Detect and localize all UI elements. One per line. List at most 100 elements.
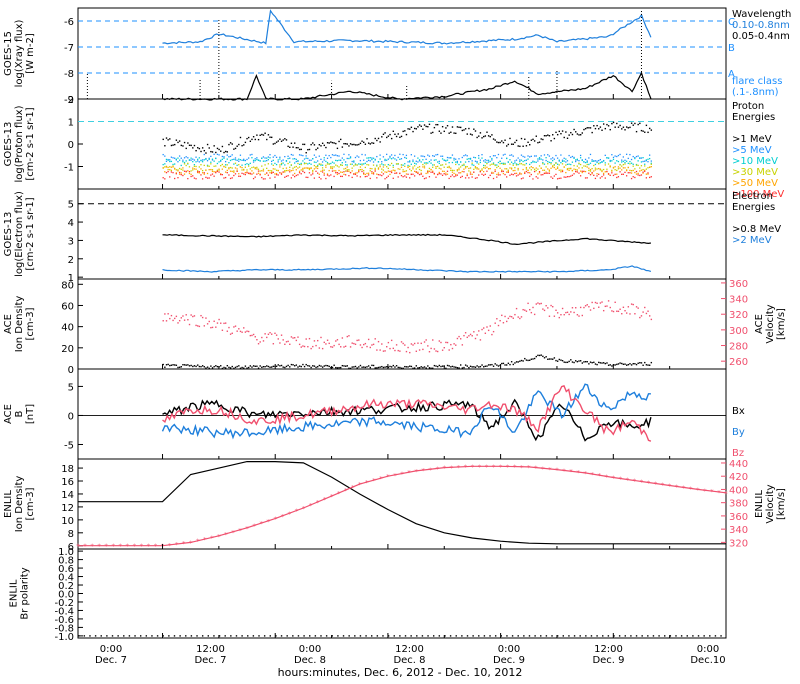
scatter-point [333,142,335,144]
scatter-point [543,357,546,359]
scatter-point [230,635,232,637]
scatter-point [323,174,325,176]
scatter-point [374,167,376,170]
scatter-point [320,164,322,166]
scatter-point [413,155,416,157]
scatter-point [344,164,347,166]
scatter-point [374,170,376,172]
scatter-point [213,175,215,177]
scatter-point [639,174,641,177]
scatter-point [389,164,391,166]
scatter-point [522,164,524,166]
scatter-point [182,174,184,177]
scatter-point [165,160,168,162]
scatter-point [404,156,406,159]
scatter-point [599,168,601,170]
scatter-point [579,306,582,309]
scatter-point [365,635,367,637]
scatter-point [502,322,505,324]
scatter-point [438,162,440,165]
y-axis-label: ACEIon Density[cm-3] [3,296,36,353]
scatter-point [527,171,529,174]
scatter-point [593,125,595,127]
scatter-point [404,635,407,637]
scatter-point [611,310,613,312]
scatter-point [188,365,191,367]
scatter-point [642,160,644,163]
y-label-line: [W m-2] [25,33,36,74]
scatter-point [642,172,644,174]
scatter-point [289,146,291,149]
scatter-point [476,162,478,164]
scatter-point [274,176,276,178]
scatter-point [243,367,245,369]
scatter-point [540,302,542,305]
scatter-point [461,129,464,132]
marker-star: * [724,490,728,498]
scatter-point [555,154,557,157]
scatter-point [481,157,483,159]
scatter-point [487,168,490,170]
scatter-point [421,635,424,637]
scatter-point [630,303,633,305]
scatter-point [305,162,307,165]
scatter-point [364,175,366,178]
scatter-point [392,169,394,171]
scatter-point [535,355,537,358]
scatter-point [272,164,274,166]
scatter-point [624,167,626,169]
y-label-line: log(Proton flux) [14,105,25,182]
scatter-point [187,170,189,172]
scatter-point [187,177,189,180]
scatter-point [210,365,212,367]
scatter-point [249,173,251,175]
scatter-point [162,177,164,179]
scatter-point [259,134,261,137]
scatter-point [552,305,554,308]
scatter-point [563,160,565,162]
scatter-point [238,143,240,146]
scatter-point [565,311,567,314]
scatter-point [634,157,636,159]
scatter-point [550,161,552,164]
scatter-point [310,163,312,165]
scatter-point [435,350,437,352]
scatter-point [236,330,238,332]
scatter-point [233,326,235,328]
scatter-point [537,177,539,179]
scatter-point [458,126,460,128]
scatter-point [491,157,493,160]
scatter-point [294,166,296,168]
scatter-point [358,156,360,158]
scatter-point [302,363,304,366]
panel-4: 806040200360340320300280260ACEVelocity[k… [3,278,787,376]
scatter-point [543,154,546,156]
scatter-point [180,168,182,170]
scatter-point [290,363,293,366]
scatter-point [300,365,302,368]
scatter-point [361,140,363,142]
scatter-point [530,169,532,171]
y-tick-label: 20 [61,344,74,355]
scatter-point [216,365,219,368]
scatter-point [510,361,513,363]
scatter-point [369,160,371,162]
scatter-point [211,169,214,171]
scatter-point [210,168,212,171]
marker-star: * [168,542,172,550]
scatter-point [167,363,169,366]
scatter-point [387,175,389,177]
scatter-point [568,169,570,172]
scatter-point [258,635,260,637]
scatter-point [175,139,178,141]
scatter-point [246,137,248,140]
scatter-point [210,161,212,163]
scatter-point [404,163,406,165]
scatter-point [379,349,381,351]
scatter-point [624,363,626,365]
scatter-point [241,635,243,637]
scatter-point [635,164,638,166]
scatter-point [344,170,347,172]
scatter-point [223,177,225,179]
